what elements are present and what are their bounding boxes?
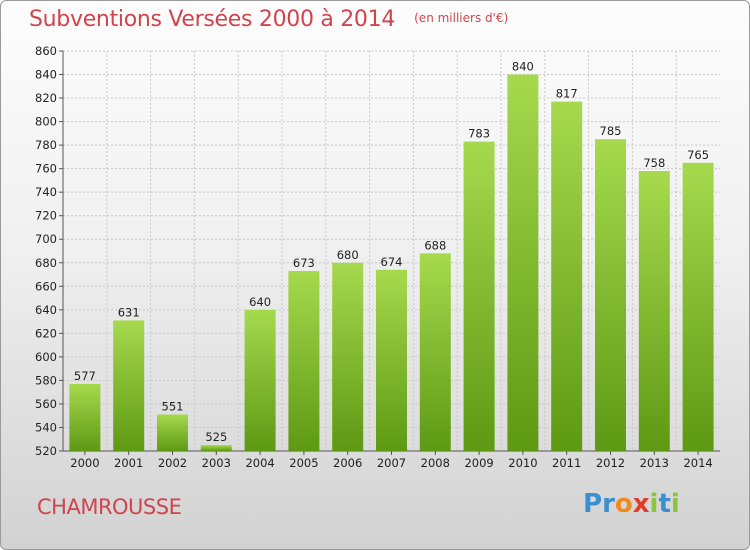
- logo-letter: x: [632, 489, 650, 519]
- title-row: Subventions Versées 2000 à 2014 (en mill…: [29, 7, 508, 32]
- logo-letter: r: [602, 489, 615, 519]
- xtick-label-2014: 2014: [683, 456, 712, 470]
- chart-subtitle: (en milliers d'€): [414, 11, 509, 25]
- ytick-label-520: 520: [35, 444, 57, 458]
- ytick-label-780: 780: [35, 138, 57, 152]
- xtick-label-2002: 2002: [158, 456, 187, 470]
- proxiti-logo: Proxiti: [583, 489, 680, 519]
- ytick-label-640: 640: [35, 303, 57, 317]
- xtick-label-2004: 2004: [245, 456, 274, 470]
- bar-2010: [507, 74, 539, 451]
- xtick-label-2013: 2013: [640, 456, 669, 470]
- xtick-label-2003: 2003: [202, 456, 231, 470]
- xtick-label-2001: 2001: [114, 456, 143, 470]
- bar-2005: [288, 271, 320, 451]
- ytick-label-600: 600: [35, 350, 57, 364]
- xtick-label-2005: 2005: [289, 456, 318, 470]
- bar-2011: [551, 101, 583, 452]
- bar-2007: [376, 269, 407, 451]
- ytick-label-700: 700: [35, 232, 57, 246]
- xtick-label-2000: 2000: [70, 456, 99, 470]
- value-label-2007: 674: [381, 255, 403, 269]
- xtick-label-2011: 2011: [552, 456, 581, 470]
- value-label-2010: 840: [512, 60, 534, 74]
- ytick-label-540: 540: [35, 420, 57, 434]
- bar-2008: [419, 253, 451, 451]
- bar-2014: [682, 162, 714, 451]
- ytick-label-680: 680: [35, 256, 57, 270]
- bar-2000: [69, 383, 101, 451]
- ytick-label-840: 840: [35, 68, 57, 82]
- xtick-label-2012: 2012: [596, 456, 625, 470]
- bar-2006: [332, 262, 364, 451]
- xtick-label-2009: 2009: [464, 456, 493, 470]
- value-label-2005: 673: [293, 256, 315, 270]
- logo-letter: o: [614, 489, 633, 519]
- value-label-2014: 765: [687, 148, 709, 162]
- value-label-2004: 640: [249, 295, 271, 309]
- value-label-2006: 680: [337, 248, 359, 262]
- logo-letter: P: [583, 489, 603, 519]
- axis-layer: 520 540 560 580 600 620 640 660 680 700 720 740 760 7…: [35, 44, 720, 470]
- commune-name: CHAMROUSSE: [37, 495, 182, 519]
- value-label-2013: 758: [643, 156, 665, 170]
- ytick-label-620: 620: [35, 326, 57, 340]
- value-label-2011: 817: [556, 87, 578, 101]
- value-label-2008: 688: [424, 238, 446, 252]
- xtick-label-2006: 2006: [333, 456, 362, 470]
- value-label-2001: 631: [118, 305, 140, 319]
- xtick-label-2010: 2010: [508, 456, 537, 470]
- logo-letter: t: [658, 489, 671, 519]
- bar-2002: [157, 414, 188, 451]
- chart-title: Subventions Versées 2000 à 2014: [29, 7, 396, 32]
- bar-2013: [638, 171, 670, 451]
- bar-layer: [69, 74, 714, 452]
- value-label-2009: 783: [468, 127, 490, 141]
- ytick-label-740: 740: [35, 185, 57, 199]
- bar-2001: [113, 320, 145, 451]
- value-label-2003: 525: [205, 430, 227, 444]
- ytick-label-580: 580: [35, 373, 57, 387]
- ytick-label-860: 860: [35, 44, 57, 58]
- xtick-label-2007: 2007: [377, 456, 406, 470]
- logo-letter: i: [670, 489, 680, 519]
- value-label-2002: 551: [162, 400, 184, 414]
- xtick-label-2008: 2008: [421, 456, 450, 470]
- bar-2009: [463, 141, 495, 451]
- ytick-label-760: 760: [35, 162, 57, 176]
- label-layer: 577 631 551 525 640 673 680 674 688 783 840 817 785 7…: [74, 60, 709, 445]
- logo-letter: i: [649, 489, 659, 519]
- bar-2003: [200, 445, 232, 451]
- value-label-2000: 577: [74, 369, 96, 383]
- value-label-2012: 785: [600, 124, 622, 138]
- ytick-label-660: 660: [35, 279, 57, 293]
- bar-2004: [244, 309, 276, 451]
- bar-2012: [595, 139, 626, 451]
- ytick-label-560: 560: [35, 397, 57, 411]
- ytick-label-720: 720: [35, 209, 57, 223]
- ytick-label-800: 800: [35, 115, 57, 129]
- ytick-label-820: 820: [35, 91, 57, 105]
